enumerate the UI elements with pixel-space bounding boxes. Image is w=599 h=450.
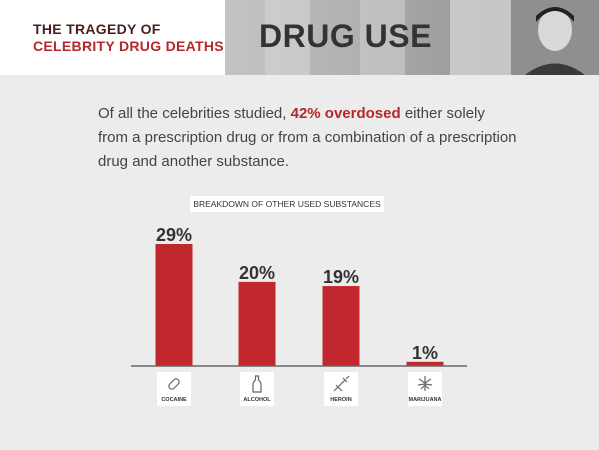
- pill-icon: [168, 378, 180, 390]
- value-label-alcohol: 20%: [239, 263, 275, 283]
- bar-marijuana: [406, 361, 444, 366]
- portrait-photo: [511, 0, 599, 75]
- brand-line1: THE TRAGEDY OF: [33, 21, 161, 37]
- syringe-shape: [333, 375, 350, 392]
- photo-overlay: [225, 0, 510, 75]
- intro-text: Of all the celebrities studied, 42% over…: [98, 102, 518, 174]
- value-label-cocaine: 29%: [156, 225, 192, 245]
- brand: THE TRAGEDY OF CELEBRITY DRUG DEATHS: [0, 0, 225, 75]
- bar-heroin: [322, 286, 360, 366]
- category-box: [240, 372, 274, 406]
- intro-highlight: 42% overdosed: [290, 105, 401, 122]
- chart-title: BREAKDOWN OF OTHER USED SUBSTANCES: [190, 196, 384, 212]
- brand-line2: CELEBRITY DRUG DEATHS: [33, 38, 224, 54]
- leaf-shape: [417, 376, 433, 391]
- bottle-icon: [252, 375, 262, 393]
- value-label-heroin: 19%: [323, 267, 359, 287]
- leaf-icon: [417, 376, 433, 391]
- category-label-alcohol: ALCOHOL: [243, 397, 271, 403]
- category-label-cocaine: COCAINE: [161, 397, 187, 403]
- pill-shape: [168, 378, 180, 390]
- category-box: [324, 372, 358, 406]
- category-label-marijuana: MARIJUANA: [409, 397, 442, 403]
- page-title: DRUG USE: [259, 18, 432, 54]
- intro-text-start: Of all the celebrities studied,: [98, 105, 291, 122]
- intro-text-end: either solely from a prescription drug o…: [98, 105, 517, 170]
- bottle-shape: [252, 375, 262, 393]
- value-label-marijuana: 1%: [412, 343, 438, 363]
- photo-strip: [225, 0, 599, 75]
- bar-cocaine: [155, 244, 193, 366]
- header: THE TRAGEDY OF CELEBRITY DRUG DEATHS DRU…: [0, 0, 599, 75]
- category-label-heroin: HEROIN: [330, 397, 351, 403]
- bar-alcohol: [238, 281, 276, 366]
- syringe-icon: [333, 375, 350, 392]
